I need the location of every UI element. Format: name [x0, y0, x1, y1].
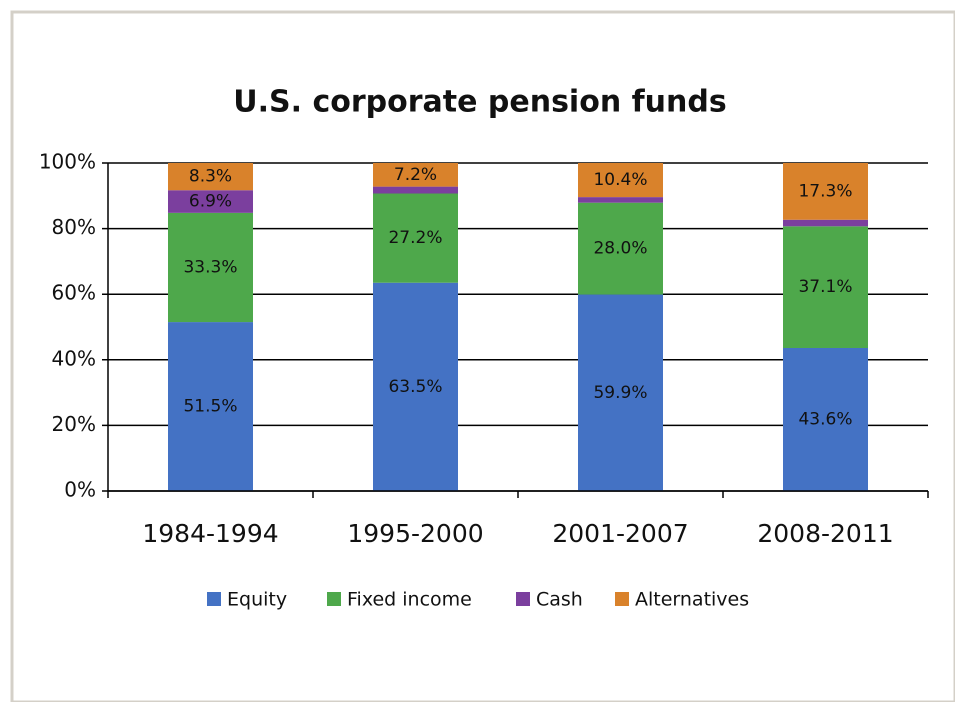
legend-swatch: [615, 592, 629, 606]
bar-segment: [578, 163, 663, 198]
data-label: 33.3%: [183, 257, 237, 277]
data-label: 28.0%: [593, 239, 647, 259]
chart-title: U.S. corporate pension funds: [233, 85, 726, 120]
data-label: 63.5%: [388, 377, 442, 397]
x-tick-label: 1995-2000: [347, 519, 483, 548]
y-tick-label: 100%: [39, 150, 96, 174]
data-label: 43.6%: [798, 409, 852, 429]
bar-segment: [373, 193, 458, 283]
bar-segment: [578, 202, 663, 295]
legend-swatch: [516, 592, 530, 606]
data-label: 10.4%: [593, 170, 647, 190]
bar-segment: [783, 347, 868, 491]
y-tick-label: 40%: [52, 346, 96, 370]
data-label: 37.1%: [798, 277, 852, 297]
bar-segment: [578, 197, 663, 203]
legend-label: Alternatives: [635, 589, 749, 611]
bar-segment: [373, 163, 458, 187]
y-tick-label: 80%: [52, 215, 96, 239]
bar-segment: [373, 282, 458, 491]
y-tick-label: 0%: [64, 478, 96, 502]
bar-segment: [783, 226, 868, 348]
data-label: 17.3%: [798, 181, 852, 201]
x-tick-label: 1984-1994: [142, 519, 278, 548]
bar-segment: [783, 163, 868, 220]
data-label: 8.3%: [189, 167, 232, 187]
data-label: 7.2%: [394, 165, 437, 185]
legend-label: Cash: [536, 589, 583, 611]
bar-segment: [373, 186, 458, 194]
bar-segment: [168, 190, 253, 213]
legend-label: Fixed income: [347, 589, 472, 611]
bar-segment: [578, 294, 663, 491]
bar-segment: [168, 163, 253, 191]
bar-segment: [168, 322, 253, 491]
legend-swatch: [207, 592, 221, 606]
data-label: 59.9%: [593, 383, 647, 403]
data-label: 27.2%: [388, 228, 442, 248]
x-tick-label: 2001-2007: [552, 519, 688, 548]
legend-swatch: [327, 592, 341, 606]
y-tick-label: 20%: [52, 412, 96, 436]
data-label: 6.9%: [189, 192, 232, 212]
data-label: 51.5%: [183, 397, 237, 417]
x-tick-label: 2008-2011: [757, 519, 893, 548]
bar-segment: [168, 212, 253, 323]
bar-segment: [783, 219, 868, 227]
legend-label: Equity: [227, 589, 287, 611]
y-tick-label: 60%: [52, 281, 96, 305]
